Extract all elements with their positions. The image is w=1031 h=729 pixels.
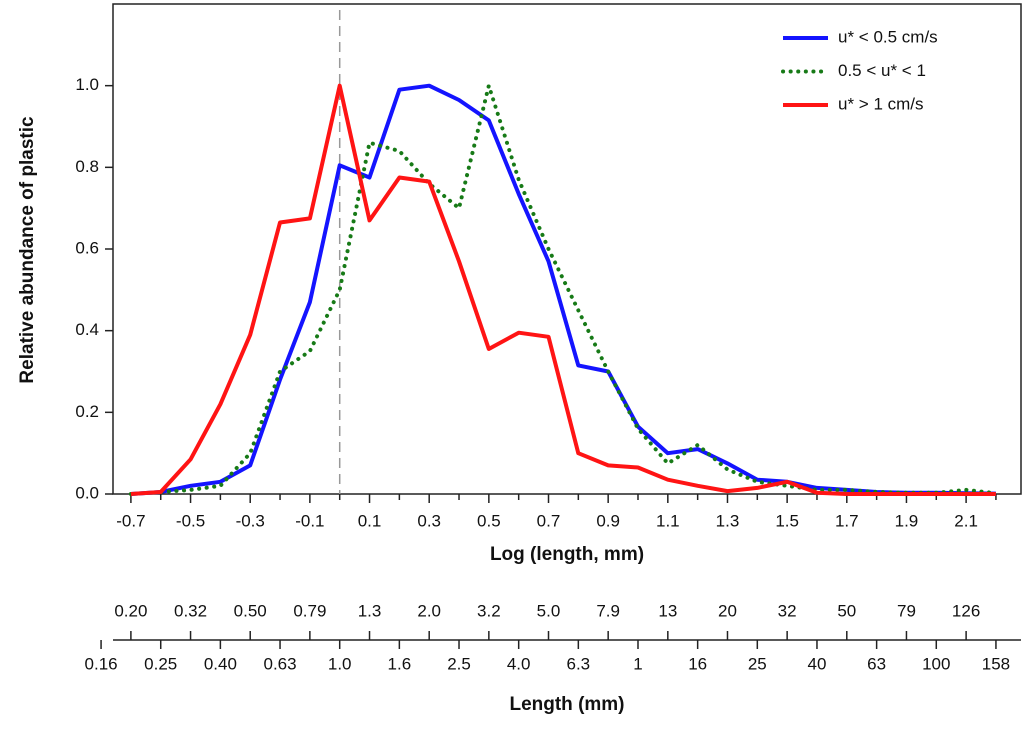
x-tick-label: 0.3 xyxy=(417,511,441,530)
x2-tick-label: 63 xyxy=(867,654,886,673)
x-tick-label: -0.7 xyxy=(116,511,145,530)
x-tick-label: -0.3 xyxy=(236,511,265,530)
x-axis-title: Log (length, mm) xyxy=(490,544,644,565)
x-tick-label: 2.1 xyxy=(954,511,978,530)
x2-tick-label: 4.0 xyxy=(507,654,531,673)
y-tick-label: 0.4 xyxy=(75,320,99,339)
x2-tick-label: 20 xyxy=(718,601,737,620)
series-line xyxy=(128,83,998,496)
x2-tick-label: 32 xyxy=(778,601,797,620)
y-tick-label: 0.0 xyxy=(75,483,99,502)
x2-tick-label: 13 xyxy=(658,601,677,620)
x2-tick-label: 126 xyxy=(952,601,980,620)
x2-tick-label: 100 xyxy=(922,654,950,673)
x-tick-label: 0.1 xyxy=(358,511,382,530)
y-axis-title: Relative abundance of plastic xyxy=(17,116,38,384)
x2-axis-title: Length (mm) xyxy=(509,694,624,715)
x2-tick-label: 0.16 xyxy=(85,654,118,673)
x2-tick-label: 1.6 xyxy=(388,654,412,673)
legend-label: u* > 1 cm/s xyxy=(838,94,924,113)
x2-tick-label: 6.3 xyxy=(567,654,591,673)
x-tick-label: 0.9 xyxy=(596,511,620,530)
x-tick-label: -0.1 xyxy=(295,511,324,530)
x2-tick-label: 1 xyxy=(633,654,642,673)
x2-tick-label: 2.5 xyxy=(447,654,471,673)
x-tick-label: 1.3 xyxy=(716,511,740,530)
x2-tick-label: 1.0 xyxy=(328,654,352,673)
x-tick-label: 1.9 xyxy=(895,511,919,530)
x-tick-label: -0.5 xyxy=(176,511,205,530)
x-tick-label: 1.5 xyxy=(775,511,799,530)
x-tick-label: 1.7 xyxy=(835,511,859,530)
x2-tick-label: 0.79 xyxy=(293,601,326,620)
y-tick-label: 0.2 xyxy=(75,402,99,421)
x2-tick-label: 40 xyxy=(808,654,827,673)
x2-tick-label: 158 xyxy=(982,654,1010,673)
x2-tick-label: 0.32 xyxy=(174,601,207,620)
x2-tick-label: 50 xyxy=(837,601,856,620)
x2-tick-label: 16 xyxy=(688,654,707,673)
y-tick-label: 0.8 xyxy=(75,157,99,176)
legend-label: 0.5 < u* < 1 xyxy=(838,61,926,80)
x2-tick-label: 2.0 xyxy=(417,601,441,620)
x2-tick-label: 25 xyxy=(748,654,767,673)
y-tick-label: 1.0 xyxy=(75,75,99,94)
x2-tick-label: 0.50 xyxy=(234,601,267,620)
x2-tick-label: 7.9 xyxy=(596,601,620,620)
x2-tick-label: 0.25 xyxy=(144,654,177,673)
x2-tick-label: 79 xyxy=(897,601,916,620)
legend-label: u* < 0.5 cm/s xyxy=(838,27,938,46)
x-tick-label: 0.7 xyxy=(537,511,561,530)
x-tick-label: 0.5 xyxy=(477,511,501,530)
x2-tick-label: 0.40 xyxy=(204,654,237,673)
y-tick-label: 0.6 xyxy=(75,238,99,257)
x2-tick-label: 0.20 xyxy=(114,601,147,620)
x-tick-label: 1.1 xyxy=(656,511,680,530)
x2-tick-label: 3.2 xyxy=(477,601,501,620)
x2-tick-label: 0.63 xyxy=(263,654,296,673)
x2-tick-label: 5.0 xyxy=(537,601,561,620)
x2-tick-label: 1.3 xyxy=(358,601,382,620)
series-line xyxy=(130,83,996,496)
